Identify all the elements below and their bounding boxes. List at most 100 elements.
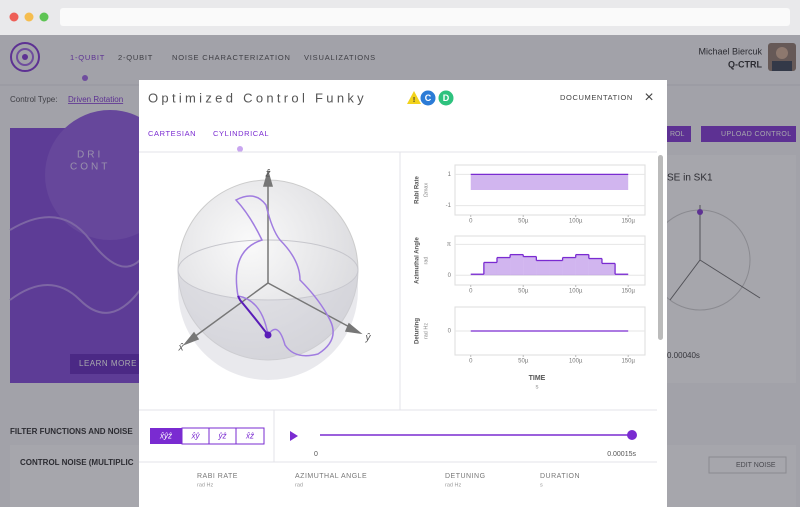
- time-axis-label: TIME: [529, 375, 546, 382]
- table-unit: rad: [295, 482, 303, 488]
- step-segment: [575, 254, 589, 276]
- slider-start: 0: [314, 451, 318, 458]
- axis-label: ẑ: [265, 169, 271, 180]
- x-tick-label: 0: [469, 359, 473, 365]
- view-tab[interactable]: CYLINDRICAL: [213, 129, 269, 138]
- y-axis-unit: rad: [423, 257, 429, 265]
- learn-more-button[interactable]: [70, 354, 140, 374]
- logo: [10, 42, 40, 72]
- user-org: Q-CTRL: [728, 59, 762, 69]
- view-button-label: x̂ŷẑ: [159, 432, 172, 441]
- view-button[interactable]: [150, 428, 182, 444]
- bloch-sphere: [177, 169, 363, 380]
- url-bar[interactable]: [60, 8, 790, 26]
- x-tick-label: 100µ: [569, 219, 583, 225]
- nav-tab[interactable]: NOISE CHARACTERIZATION: [172, 53, 291, 62]
- y-axis-label: Azimuthal Angle: [415, 236, 421, 283]
- y-tick-label: π: [447, 242, 451, 248]
- control-type-label: Control Type:: [10, 95, 57, 104]
- x-tick-label: 0: [469, 289, 473, 295]
- play-button[interactable]: [290, 431, 298, 441]
- y-tick-label: 0: [448, 273, 452, 279]
- tab-indicator: [82, 75, 88, 81]
- time-axis-unit: s: [536, 385, 539, 391]
- x-tick-label: 50µ: [518, 359, 529, 365]
- user-name: Michael Biercuk: [698, 46, 762, 56]
- step-segment: [496, 257, 511, 276]
- step-segment: [549, 260, 563, 276]
- nav-tab[interactable]: VISUALIZATIONS: [304, 53, 376, 62]
- learn-more-label: LEARN MORE: [79, 359, 137, 368]
- avatar[interactable]: [768, 43, 796, 71]
- table-header: DETUNING: [445, 473, 486, 480]
- documentation-link[interactable]: DOCUMENTATION: [560, 93, 633, 102]
- view-button-label: x̂ŷ: [191, 432, 201, 441]
- window-minimize[interactable]: [24, 12, 34, 22]
- x-tick-label: 100µ: [569, 289, 583, 295]
- right-card-time: 0.00040s: [667, 351, 700, 360]
- mini-sphere: [649, 205, 761, 311]
- x-tick-label: 0: [469, 219, 473, 225]
- control-type-value[interactable]: Driven Rotation: [68, 95, 123, 104]
- plot-frame: [454, 164, 646, 216]
- table-unit: rad Hz: [445, 482, 461, 488]
- step-segment: [470, 174, 629, 190]
- scrollbar[interactable]: [658, 155, 663, 340]
- step-segment: [588, 258, 602, 276]
- card-title: DRI: [77, 150, 103, 161]
- x-tick-label: 50µ: [518, 289, 529, 295]
- axis-label: x̂: [178, 342, 185, 354]
- step-segment: [523, 256, 537, 276]
- upload-button-label: UPLOAD CONTROL: [721, 131, 792, 138]
- tab-indicator: [237, 146, 243, 152]
- modal-title: Optimized Control Funky: [148, 90, 367, 105]
- y-axis-label: Rabi Rate: [415, 176, 421, 204]
- y-tick-label: 0: [448, 329, 452, 335]
- table-header: AZIMUTHAL ANGLE: [295, 473, 367, 480]
- x-tick-label: 150µ: [621, 219, 635, 225]
- window-zoom[interactable]: [39, 12, 49, 22]
- x-tick-label: 150µ: [621, 289, 635, 295]
- axis-label: ŷ: [365, 333, 372, 344]
- window-close[interactable]: [9, 12, 19, 22]
- y-tick-label: -1: [446, 203, 452, 209]
- step-segment: [510, 254, 524, 276]
- x-tick-label: 50µ: [518, 219, 529, 225]
- nav-tab[interactable]: 1-QUBIT: [70, 53, 105, 62]
- y-axis-unit: Ωmax: [423, 183, 429, 198]
- step-segment: [483, 262, 497, 276]
- badge-label: !: [413, 97, 415, 104]
- table-unit: rad Hz: [197, 482, 213, 488]
- step-segment: [536, 260, 550, 276]
- step-segment: [601, 263, 616, 276]
- close-button[interactable]: ×: [644, 89, 653, 106]
- control-button-label: ROL: [670, 131, 685, 138]
- slider-end: 0.00015s: [607, 451, 636, 458]
- table-header: DURATION: [540, 473, 580, 480]
- view-button-label: ŷẑ: [218, 432, 227, 441]
- view-button-label: x̂ẑ: [245, 432, 254, 441]
- right-card: [650, 155, 796, 383]
- y-axis-label: Detuning: [415, 318, 421, 344]
- slider-thumb[interactable]: [627, 430, 637, 440]
- table-unit: s: [540, 482, 543, 488]
- x-tick-label: 100µ: [569, 359, 583, 365]
- edit-noise-button[interactable]: [708, 456, 787, 474]
- nav-tab[interactable]: 2-QUBIT: [118, 53, 153, 62]
- view-button[interactable]: [235, 427, 265, 445]
- edit-noise-label: EDIT NOISE: [736, 462, 776, 469]
- right-card-title: SE in SK1: [667, 173, 713, 184]
- y-tick-label: 1: [448, 172, 452, 178]
- y-axis-unit: rad Hz: [423, 323, 429, 339]
- warning-badge: [407, 91, 421, 104]
- view-tab[interactable]: CARTESIAN: [148, 129, 196, 138]
- upload-button[interactable]: [701, 126, 796, 142]
- badge-label: D: [443, 93, 450, 103]
- step-segment: [562, 257, 576, 276]
- table-header: RABI RATE: [197, 473, 238, 480]
- badge: [438, 90, 454, 106]
- card-title: CONT: [70, 162, 110, 173]
- section-title: FILTER FUNCTIONS AND NOISE: [10, 427, 133, 436]
- badge: [420, 90, 436, 106]
